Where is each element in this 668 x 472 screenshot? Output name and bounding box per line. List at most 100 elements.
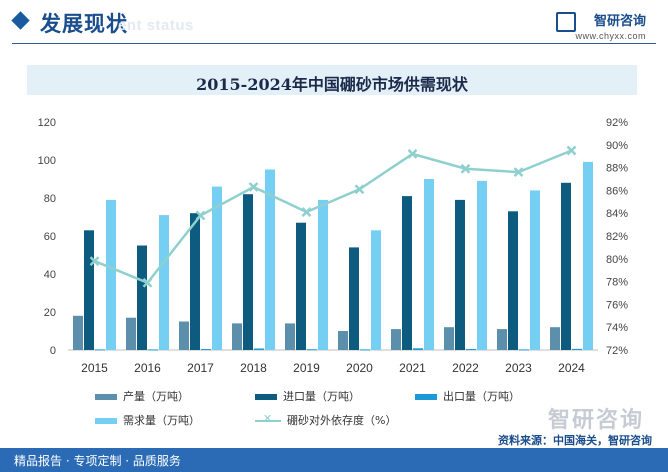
- page-title: 发展现状: [40, 12, 128, 36]
- brand-name: 智研咨询: [593, 14, 646, 29]
- bar-demand: [106, 199, 116, 350]
- bar-demand: [424, 179, 434, 350]
- bar-demand: [159, 215, 169, 350]
- x-tick-label: 2016: [134, 361, 161, 375]
- y-right-tick-label: 86%: [606, 185, 628, 197]
- y-left-tick-label: 20: [44, 307, 56, 319]
- bar-import: [243, 194, 253, 350]
- bar-import: [561, 182, 571, 350]
- dependency-point: [89, 256, 100, 266]
- bar-import: [84, 230, 94, 350]
- bar-export: [466, 349, 476, 351]
- dependency-point: [513, 167, 524, 178]
- source-note: 资料来源：中国海关，智研咨询: [498, 434, 652, 447]
- dependency-point: [354, 184, 365, 195]
- y-left-tick-label: 0: [50, 345, 56, 357]
- bar-production: [391, 329, 401, 350]
- legend-label-export: 出口量（万吨）: [443, 390, 520, 403]
- bar-export: [360, 349, 370, 351]
- bar-export: [307, 349, 317, 351]
- dependency-line: [94, 149, 572, 285]
- brand-logo-icon: [556, 12, 576, 32]
- y-right-tick-label: 88%: [606, 163, 628, 175]
- bar-export: [254, 348, 264, 350]
- y-right-tick-label: 84%: [606, 208, 628, 220]
- brand: 智研咨询 www.chyxx.com: [575, 10, 646, 41]
- bar-demand: [318, 199, 328, 350]
- x-tick-label: 2019: [293, 361, 320, 375]
- y-right-tick-label: 72%: [606, 345, 628, 357]
- legend-swatch-demand: [95, 418, 117, 424]
- legend-label-dependency: 硼砂对外依存度（%）: [287, 414, 397, 427]
- x-tick-label: 2022: [452, 361, 479, 375]
- y-right-tick-label: 90%: [606, 140, 628, 152]
- bar-production: [338, 331, 348, 350]
- y-right-tick-label: 74%: [606, 322, 628, 334]
- legend-line-dependency-icon: [255, 412, 281, 426]
- x-tick-label: 2015: [81, 361, 108, 375]
- y-right-tick-label: 92%: [606, 117, 628, 129]
- footer-bar: [0, 448, 668, 472]
- bar-production: [444, 327, 454, 350]
- bar-import: [349, 247, 359, 350]
- dependency-point: [142, 277, 153, 288]
- bar-import: [455, 199, 465, 350]
- legend-item-production: 产量（万吨）: [95, 388, 189, 404]
- bar-demand: [530, 190, 540, 350]
- dependency-point: [566, 145, 577, 156]
- x-tick-label: 2020: [346, 361, 373, 375]
- bar-production: [550, 327, 560, 350]
- bar-export: [572, 348, 582, 350]
- chart-title-banner: 2015-2024年中国硼砂市场供需现状: [27, 65, 637, 95]
- y-left-tick-label: 80: [44, 193, 56, 205]
- header-divider: [12, 43, 656, 44]
- bar-production: [232, 323, 242, 350]
- page-subtitle: ent status: [118, 17, 194, 34]
- bar-production: [73, 315, 83, 350]
- y-right-tick-label: 78%: [606, 277, 628, 289]
- y-left-tick-label: 120: [38, 117, 56, 129]
- bar-production: [285, 323, 295, 350]
- dependency-point: [460, 163, 471, 174]
- bar-production: [179, 321, 189, 350]
- chart-plot: 0 20 40 60 80 100 120 72% 74% 76% 78% 80% 82% 84% 86% 8…: [38, 117, 629, 375]
- x-tick-label: 2018: [240, 361, 267, 375]
- bar-demand: [477, 180, 487, 350]
- x-tick-label: 2017: [187, 361, 214, 375]
- legend-item-export: 出口量（万吨）: [415, 388, 520, 404]
- dependency-point: [248, 182, 259, 192]
- bar-export: [519, 349, 529, 351]
- bar-import: [402, 196, 412, 350]
- dependency-point: [407, 149, 418, 159]
- bar-demand: [371, 230, 381, 350]
- y-left-tick-label: 100: [38, 155, 56, 167]
- bar-import: [296, 222, 306, 350]
- y-right-tick-label: 80%: [606, 254, 628, 266]
- bar-export: [413, 348, 423, 350]
- x-tick-label: 2023: [505, 361, 532, 375]
- legend-swatch-import: [255, 394, 277, 400]
- bar-export: [201, 349, 211, 351]
- y-right-tick-label: 76%: [606, 299, 628, 311]
- brand-url: www.chyxx.com: [575, 31, 646, 41]
- watermark-logo: 智研咨询: [547, 408, 644, 433]
- legend-item-dependency: 硼砂对外依存度（%）: [255, 412, 396, 428]
- y-right-tick-label: 82%: [606, 231, 628, 243]
- legend-swatch-production: [95, 394, 117, 400]
- x-tick-label: 2021: [399, 361, 426, 375]
- bar-production: [497, 329, 507, 350]
- legend-label-demand: 需求量（万吨）: [123, 414, 200, 427]
- y-left-tick-label: 60: [44, 231, 56, 243]
- dependency-point: [301, 207, 312, 217]
- bar-production: [126, 317, 136, 350]
- chart-title: 2015-2024年中国硼砂市场供需现状: [196, 75, 468, 94]
- legend-swatch-export: [415, 394, 437, 400]
- legend-label-import: 进口量（万吨）: [283, 390, 360, 403]
- bar-import: [190, 213, 200, 350]
- dependency-point: [195, 210, 206, 221]
- bar-demand: [265, 169, 275, 350]
- legend-item-import: 进口量（万吨）: [255, 388, 360, 404]
- legend-label-production: 产量（万吨）: [123, 390, 189, 403]
- bar-export: [95, 349, 105, 351]
- x-tick-label: 2024: [558, 361, 585, 375]
